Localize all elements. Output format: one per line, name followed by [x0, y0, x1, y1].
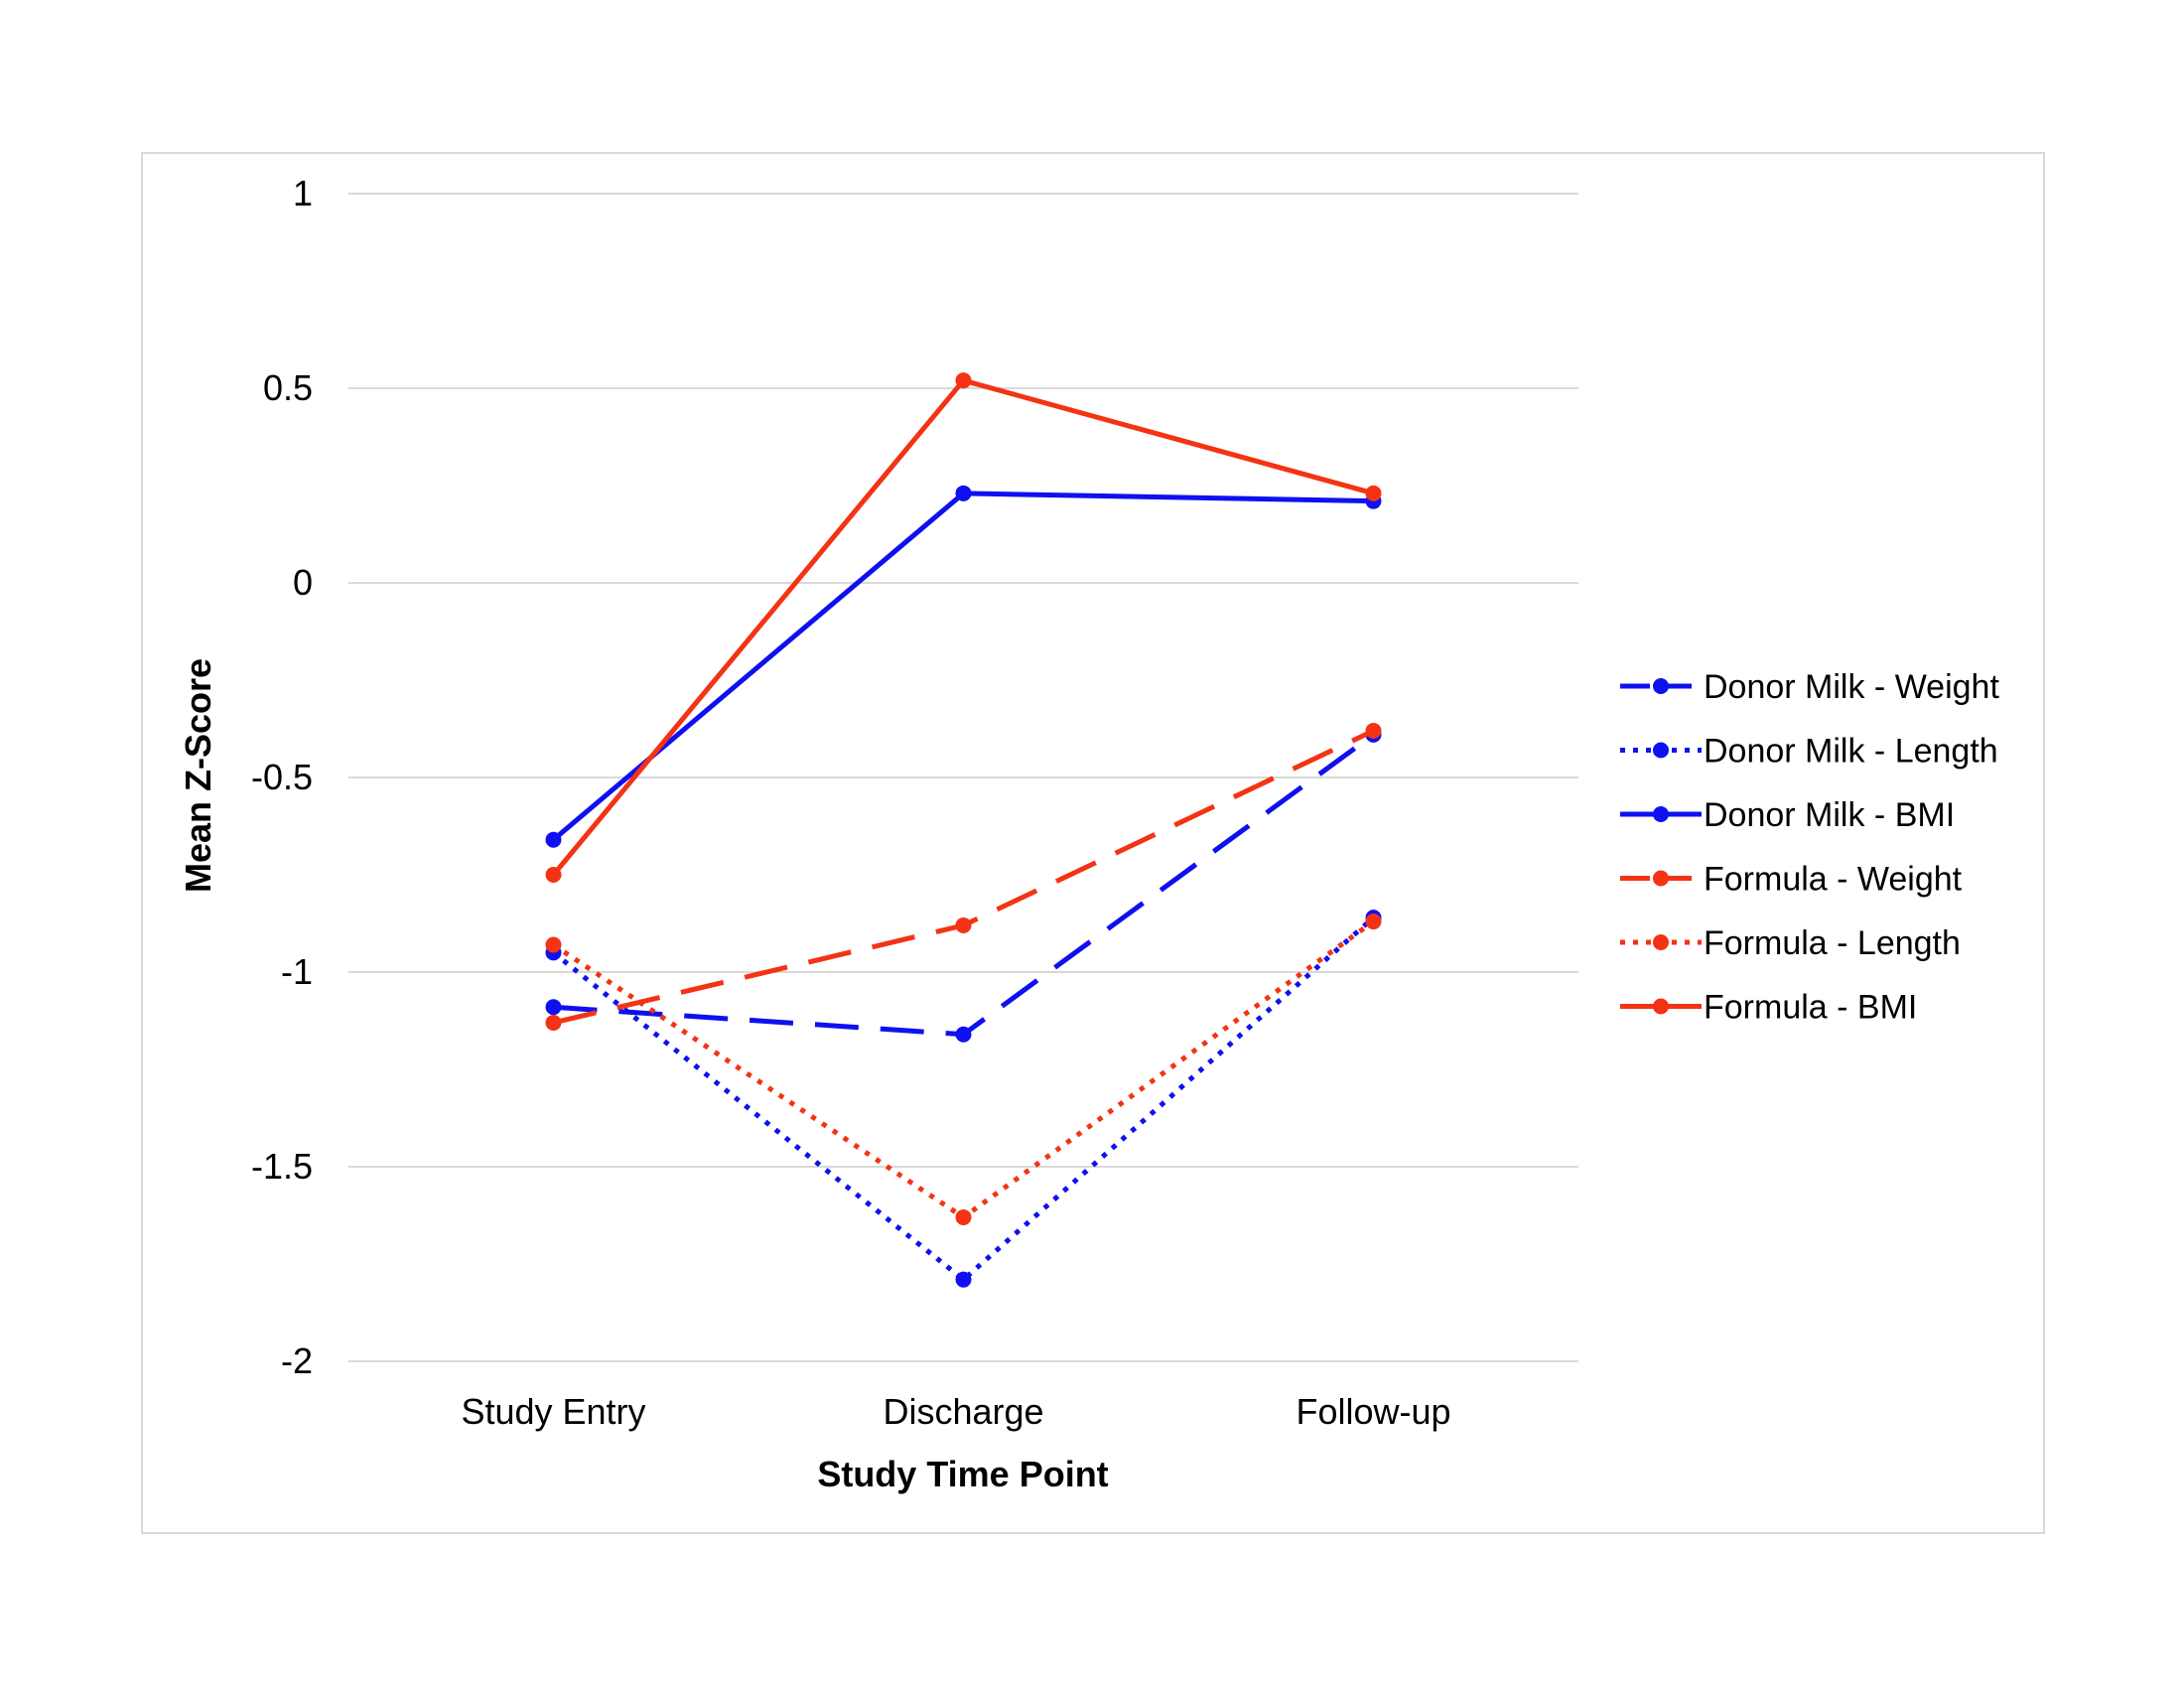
x-axis-ticks: Study Entry Discharge Follow-up	[461, 1391, 1450, 1432]
series-donor-milk-bmi	[545, 485, 1382, 848]
legend-label: Formula - Weight	[1704, 861, 1963, 899]
series-donor-milk-length	[545, 910, 1382, 1288]
data-point	[955, 1026, 972, 1043]
data-point	[955, 916, 972, 933]
y-tick-label: -1.5	[251, 1146, 313, 1187]
y-tick-label: -1	[281, 951, 313, 992]
data-point	[955, 1271, 972, 1288]
y-axis-ticks: 1 0.5 0 -0.5 -1 -1.5 -2	[251, 173, 313, 1381]
legend-item: Formula - BMI	[1620, 989, 1917, 1027]
legend-item: Formula - Length	[1620, 924, 1961, 962]
chart-area: 1 0.5 0 -0.5 -1 -1.5 -2 Study Entry Discharge Fo…	[141, 152, 2045, 1534]
series-line	[552, 919, 1375, 1220]
legend-swatch-marker	[1653, 998, 1669, 1015]
series-donor-milk-weight	[545, 726, 1382, 1043]
data-point	[1365, 485, 1382, 501]
data-point	[545, 867, 562, 883]
data-point	[545, 999, 562, 1016]
legend: Donor Milk - Weight Donor Milk - Length Do…	[1620, 668, 1999, 1027]
series-lines	[545, 372, 1382, 1288]
series-formula-weight	[545, 722, 1382, 1031]
legend-item: Donor Milk - Length	[1620, 733, 1998, 771]
y-tick-label: 0	[293, 562, 313, 603]
x-axis-title: Study Time Point	[817, 1454, 1108, 1494]
legend-label: Formula - Length	[1704, 924, 1961, 962]
series-line	[552, 728, 1375, 1026]
legend-item: Formula - Weight	[1620, 861, 1963, 899]
legend-item: Donor Milk - BMI	[1620, 796, 1955, 834]
legend-swatch-marker	[1653, 806, 1669, 822]
legend-label: Formula - BMI	[1704, 989, 1917, 1027]
series-formula-length	[545, 914, 1382, 1225]
data-point	[955, 485, 972, 501]
data-point	[1365, 722, 1382, 739]
x-tick-label: Follow-up	[1296, 1391, 1450, 1432]
y-tick-label: 0.5	[263, 367, 313, 408]
series-line	[553, 732, 1375, 1038]
series-formula-bmi	[545, 372, 1382, 883]
legend-label: Donor Milk - BMI	[1704, 796, 1955, 834]
legend-swatch-marker	[1653, 678, 1669, 694]
gridlines	[348, 193, 1578, 1362]
y-tick-label: 1	[293, 173, 313, 213]
legend-swatch-marker	[1653, 870, 1669, 887]
data-point	[955, 1208, 972, 1225]
y-tick-label: -0.5	[251, 757, 313, 797]
series-line	[551, 377, 1375, 877]
data-point	[545, 936, 562, 953]
legend-label: Donor Milk - Weight	[1704, 668, 1999, 706]
legend-swatch-marker	[1653, 934, 1669, 950]
data-point	[545, 1014, 562, 1031]
x-tick-label: Discharge	[883, 1391, 1043, 1432]
data-point	[955, 372, 972, 389]
data-point	[545, 831, 562, 848]
data-point	[1365, 914, 1382, 930]
x-tick-label: Study Entry	[461, 1391, 645, 1432]
y-tick-label: -2	[281, 1340, 313, 1381]
legend-label: Donor Milk - Length	[1704, 733, 1998, 771]
line-chart: 1 0.5 0 -0.5 -1 -1.5 -2 Study Entry Discharge Fo…	[178, 173, 1999, 1494]
y-axis-title: Mean Z-Score	[178, 658, 218, 893]
legend-item: Donor Milk - Weight	[1620, 668, 1999, 706]
legend-swatch-marker	[1653, 742, 1669, 759]
